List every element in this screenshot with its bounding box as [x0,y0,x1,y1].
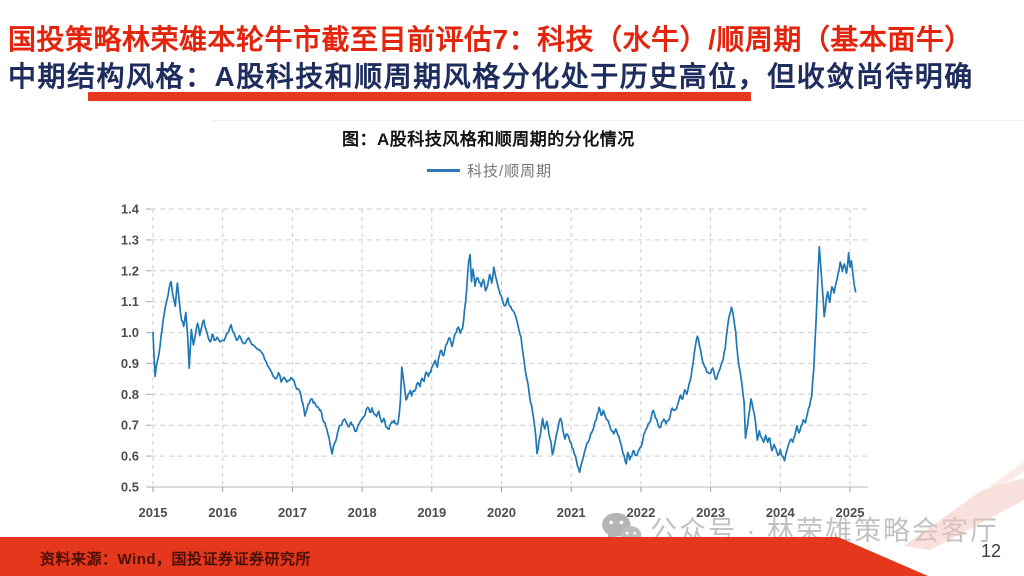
legend-label: 科技/顺周期 [467,162,553,180]
svg-text:0.6: 0.6 [121,449,139,464]
svg-text:2024: 2024 [766,505,796,520]
svg-text:1.0: 1.0 [121,325,139,340]
svg-text:2017: 2017 [278,505,307,520]
svg-text:2018: 2018 [348,505,377,520]
svg-text:2020: 2020 [487,505,516,520]
title-underline-bar [88,92,751,101]
svg-text:1.1: 1.1 [121,294,139,309]
svg-text:2016: 2016 [208,505,237,520]
svg-text:1.2: 1.2 [121,263,139,278]
legend-line-swatch [427,168,460,172]
slide-title-primary: 国投策略林荣雄本轮牛市截至目前评估7：科技（水牛）/顺周期（基本面牛） [8,24,973,55]
svg-text:0.5: 0.5 [121,480,139,495]
svg-text:2021: 2021 [557,505,586,520]
svg-text:0.7: 0.7 [121,418,139,433]
svg-text:1.4: 1.4 [121,202,140,217]
decorative-swoosh [904,462,1024,550]
footer-banner [0,537,928,576]
svg-text:1.3: 1.3 [121,232,139,247]
page-number: 12 [981,541,1002,561]
svg-text:2019: 2019 [417,505,446,520]
svg-text:2022: 2022 [626,505,655,520]
svg-text:0.9: 0.9 [121,356,139,371]
chart-legend: 科技/顺周期 [427,160,552,180]
source-note: 资料来源：Wind，国投证券证券研究所 [40,551,312,568]
svg-text:2023: 2023 [696,505,725,520]
svg-text:2015: 2015 [139,505,168,520]
divider-rule [212,120,1024,121]
svg-text:2025: 2025 [836,505,865,520]
svg-text:0.8: 0.8 [121,387,139,402]
figure-title: 图：A股科技风格和顺周期的分化情况 [342,130,635,149]
slide-title-secondary: 中期结构风格：A股科技和顺周期风格分化处于历史高位，但收敛尚待明确 [8,61,974,92]
